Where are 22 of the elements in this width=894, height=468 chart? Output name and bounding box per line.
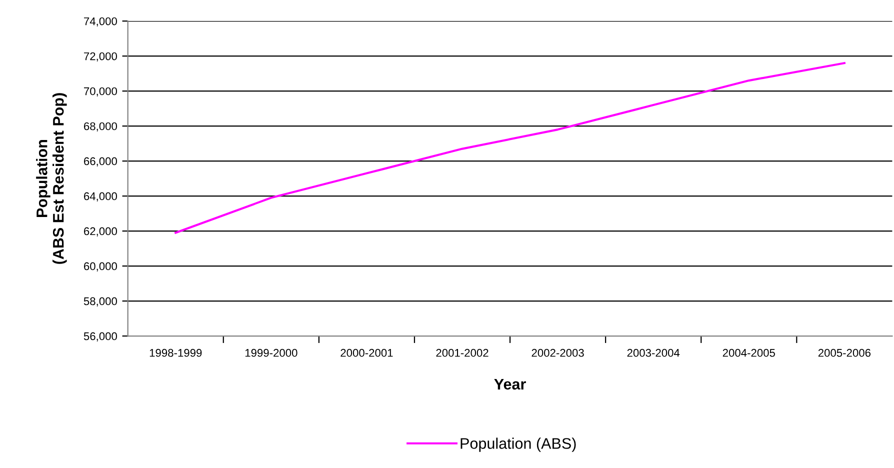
x-axis-title: Year <box>494 378 526 390</box>
y-tick-label: 68,000 <box>84 122 117 132</box>
y-tick-label: 74,000 <box>84 17 117 27</box>
x-tick-label: 2003-2004 <box>627 348 680 357</box>
x-tick-label: 1999-2000 <box>245 348 298 357</box>
y-tick-label: 72,000 <box>84 52 117 62</box>
y-tick-label: 60,000 <box>84 262 117 272</box>
legend-label: Population (ABS) <box>460 438 576 452</box>
y-tick-label: 70,000 <box>84 87 117 96</box>
y-axis-title: Population (ABS Est Resident Pop) <box>36 93 67 264</box>
y-tick-label: 64,000 <box>84 192 117 202</box>
y-tick-label: 58,000 <box>84 297 117 306</box>
y-tick-label: 56,000 <box>84 332 117 342</box>
x-tick-label: 2005-2006 <box>818 348 871 357</box>
x-tick-label: 2001-2002 <box>436 348 488 357</box>
x-tick-label: 1998-1999 <box>150 348 202 357</box>
y-tick-label: 66,000 <box>84 157 117 166</box>
x-tick-label: 2000-2001 <box>340 348 393 357</box>
x-tick-label: 2004-2005 <box>722 348 775 357</box>
line-series <box>174 62 846 234</box>
y-tick-label: 62,000 <box>84 227 117 236</box>
x-tick-label: 2002-2003 <box>532 348 584 357</box>
